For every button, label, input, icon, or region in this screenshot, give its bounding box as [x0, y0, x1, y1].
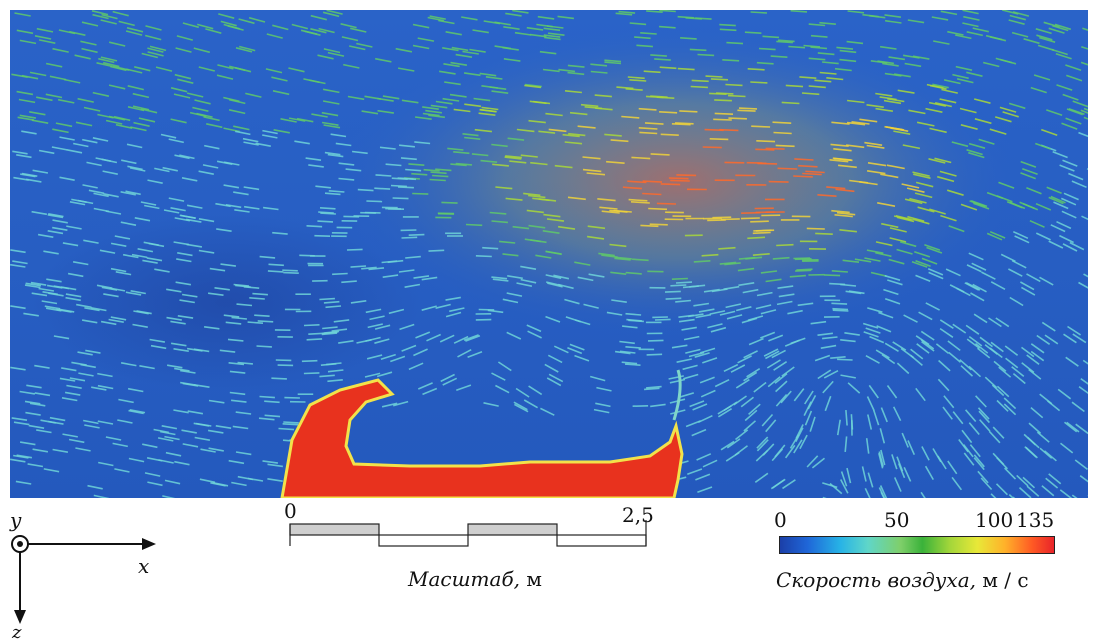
scale-bar-segment [289, 523, 380, 536]
scale-bar-unit: м [526, 567, 542, 591]
field-hot-region [10, 10, 1088, 498]
colorbar-tick-label: 0 [774, 508, 787, 532]
velocity-field-image [10, 10, 1088, 498]
colorbar-caption-text: Скорость воздуха, [776, 568, 976, 592]
colorbar-tick-label: 135 [1016, 508, 1055, 532]
colorbar-tick-label: 50 [884, 508, 910, 532]
velocity-arrows [10, 10, 1088, 498]
axis-label-x: x [138, 554, 150, 578]
scale-bar-segment [378, 534, 469, 547]
axis-x-arrowhead-icon [142, 538, 156, 550]
colorbar-unit: м / с [982, 568, 1029, 592]
colorbar [779, 536, 1055, 554]
scale-bar [289, 520, 647, 547]
obstacle-flap-right [672, 369, 682, 421]
scale-bar-start: 0 [284, 499, 297, 523]
axis-origin-dot-icon [17, 541, 23, 547]
scale-bar-segment [467, 523, 558, 536]
obstacle-shape [280, 378, 684, 498]
axis-triad [11, 535, 156, 624]
scale-bar-segment [556, 534, 647, 547]
axis-label-z: z [12, 622, 22, 643]
axis-z-arrowhead-icon [14, 610, 26, 624]
colorbar-caption: Скорость воздуха, м / с [776, 570, 1029, 590]
scale-bar-caption: Масштаб, м [408, 569, 542, 589]
colorbar-tick-label: 100 [975, 508, 1014, 532]
axis-label-y: y [10, 508, 22, 532]
scale-bar-caption-text: Масштаб, [408, 567, 521, 591]
